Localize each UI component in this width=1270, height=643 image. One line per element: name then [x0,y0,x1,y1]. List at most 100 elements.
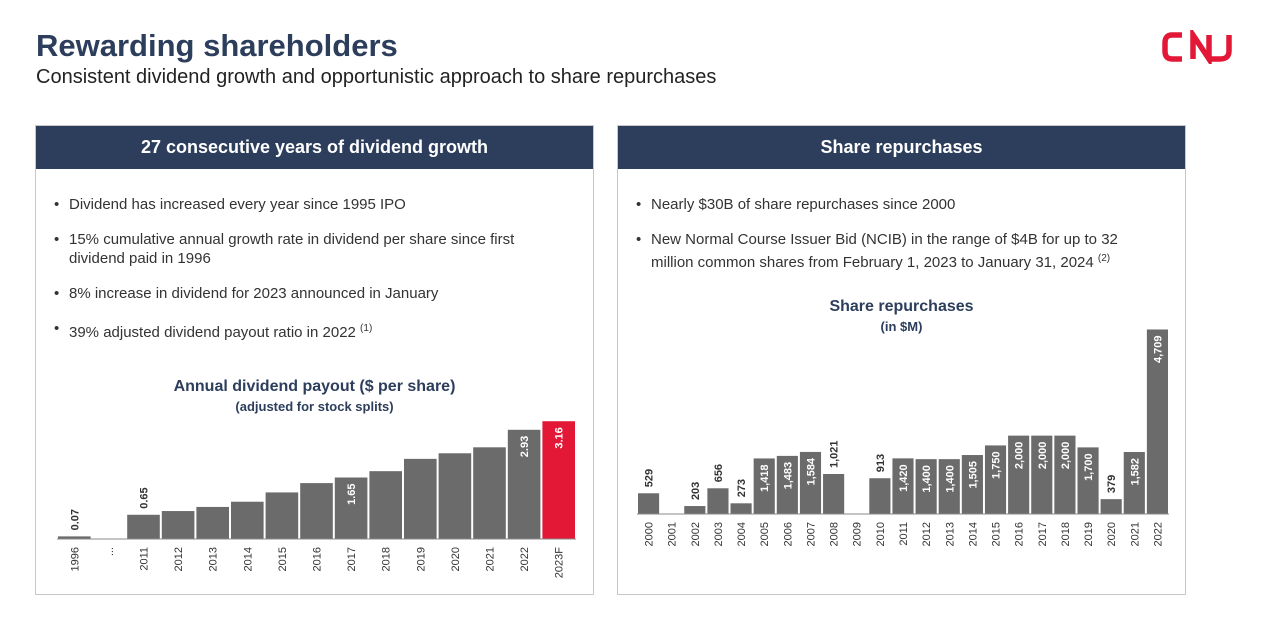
data-label: 1,750 [991,451,1003,479]
bar-2014 [961,455,983,514]
bar-2006 [776,455,798,514]
bullet-item: 39% adjusted dividend payout ratio in 20… [54,319,563,342]
repurchase-panel-header: Share repurchases [618,126,1185,169]
bar-2005 [753,458,775,514]
data-label: 1,420 [898,464,910,492]
data-label: 379 [1106,475,1118,493]
tick-label: 2020 [450,547,462,571]
tick-label: 2016 [312,547,324,571]
tick-label: 2014 [242,547,254,571]
bullet-item: New Normal Course Issuer Bid (NCIB) in t… [636,230,1155,272]
tick-label: ... [104,547,116,556]
dividend-chart: 0.07 1996 ... 0.65 2011 2012 2013 2014 2015 2016 1… [57,421,576,578]
bar-2020 [1100,499,1122,514]
tick-label: 2014 [967,522,979,546]
bar-2007 [799,451,822,514]
data-label: 2,000 [1060,442,1072,470]
repurchase-panel: Share repurchases Nearly $30B of share r… [617,125,1186,595]
data-label: 529 [644,469,656,487]
tick-label: 2021 [485,547,497,571]
bar-2013 [196,506,229,539]
page-subtitle: Consistent dividend growth and opportuni… [36,66,717,88]
data-label: 913 [875,454,887,472]
data-label: 2.93 [519,436,531,457]
bar-2004 [730,503,752,514]
data-label: 1,505 [967,461,979,489]
tick-label: 2013 [944,522,956,546]
tick-label: 1996 [69,547,81,571]
tick-label: 2022 [519,547,531,571]
tick-label: 2009 [852,522,864,546]
bar-2022 [1146,329,1168,514]
tick-label: 2008 [829,522,841,546]
data-label: 0.07 [69,509,81,530]
bar-1996 [58,536,91,539]
tick-label: 2012 [921,522,933,546]
data-label: 0.65 [139,487,151,508]
bar-2012 [915,459,937,514]
bar-2000 [638,493,660,514]
tick-label: 2011 [898,522,910,546]
data-label: 2,000 [1037,442,1049,470]
data-label: 3.16 [554,427,566,448]
dividend-panel: 27 consecutive years of dividend growth … [35,125,594,595]
bullet-item: 8% increase in dividend for 2023 announc… [54,284,563,303]
data-label: 273 [736,479,748,497]
tick-label: 2017 [346,547,358,571]
bar-2023F [542,421,575,539]
repurchase-bullets: Nearly $30B of share repurchases since 2… [636,195,1155,288]
bar-2022 [507,429,541,539]
tick-label: 2006 [782,522,794,546]
tick-label: 2018 [1060,522,1072,546]
data-label: 4,709 [1152,335,1164,363]
tick-label: 2010 [875,522,887,546]
tick-label: 2011 [139,547,151,571]
tick-label: 2005 [759,522,771,546]
bar-2014 [231,501,264,539]
data-label: 1,584 [805,457,817,485]
data-label: 203 [690,482,702,500]
bar-2021 [1123,452,1145,514]
tick-label: 2020 [1106,522,1118,546]
cn-logo [1162,30,1232,64]
bullet-item: Dividend has increased every year since … [54,195,563,214]
bar-2015 [265,492,299,539]
bar-2017 [334,477,368,539]
bullet-item: 15% cumulative annual growth rate in div… [54,230,563,268]
tick-label: 2002 [690,522,702,546]
tick-label: 2019 [415,547,427,571]
tick-label: 2007 [805,522,817,546]
bar-2008 [823,473,845,514]
bar-2015 [984,445,1007,514]
bar-2013 [938,459,960,514]
dividend-panel-header: 27 consecutive years of dividend growth [36,126,593,169]
repurchase-chart-title: Share repurchases (in $M) [829,298,974,334]
tick-label: 2015 [277,547,289,571]
tick-label: 2016 [1014,522,1026,546]
bar-2020 [438,453,472,539]
data-label: 1,021 [829,440,841,468]
bar-2017 [1031,435,1053,514]
bar-2010 [869,478,891,514]
bar-2003 [707,488,729,514]
data-label: 1,483 [782,462,794,490]
data-label: 1,418 [759,464,771,492]
tick-label: 2021 [1129,522,1141,546]
dividend-chart-title: Annual dividend payout ($ per share) (ad… [173,378,456,414]
data-label: 1,700 [1083,453,1095,481]
data-label: 1,400 [944,465,956,493]
bar-2019 [404,458,437,539]
tick-label: 2003 [713,522,725,546]
bar-2016 [1008,435,1030,514]
footnote-ref: (2) [1097,253,1111,264]
tick-label: 2018 [381,547,393,571]
data-label: 1.65 [346,484,358,505]
bar-2011 [127,514,160,539]
data-label: 1,582 [1129,458,1141,486]
tick-label: 2012 [173,547,185,571]
tick-label: 2001 [667,522,679,546]
tick-label: 2000 [644,522,656,546]
bar-2021 [473,447,506,539]
tick-label: 2013 [208,547,220,571]
data-label: 1,400 [921,465,933,493]
